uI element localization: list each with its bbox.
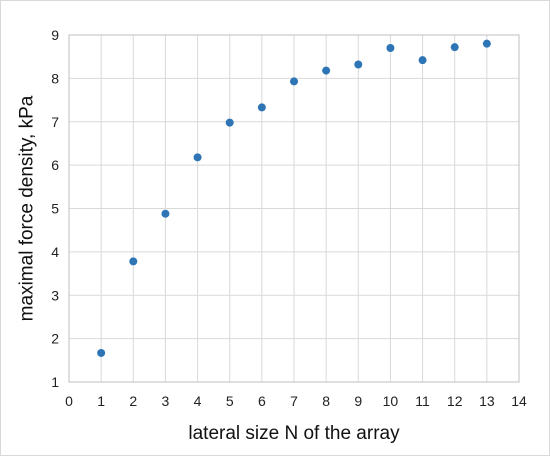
- x-tick-label: 12: [447, 393, 463, 409]
- y-axis-tick-labels: 1 2 3 4 5 6 7 8 9: [51, 27, 59, 390]
- y-tick-label: 8: [51, 70, 59, 86]
- y-tick-label: 5: [51, 201, 59, 217]
- x-tick-label: 8: [322, 393, 330, 409]
- y-tick-label: 7: [51, 114, 59, 130]
- x-tick-label: 11: [415, 393, 430, 409]
- x-tick-label: 0: [65, 393, 73, 409]
- data-point: [97, 348, 106, 357]
- x-tick-label: 6: [258, 393, 266, 409]
- data-point: [161, 209, 170, 218]
- data-point: [290, 77, 298, 86]
- x-tick-label: 7: [290, 393, 298, 409]
- y-tick-label: 9: [51, 27, 59, 43]
- data-point: [386, 44, 395, 53]
- data-points: [97, 39, 491, 357]
- y-tick-label: 3: [51, 287, 59, 303]
- x-axis-tick-labels: 0 1 2 3 4 5 6 7 8 9 10 11 12 13 14: [65, 393, 527, 409]
- grid: [68, 34, 520, 383]
- x-tick-label: 5: [226, 393, 234, 409]
- x-tick-label: 1: [97, 393, 105, 409]
- y-tick-label: 4: [51, 244, 59, 260]
- x-tick-label: 9: [354, 393, 362, 409]
- data-point: [418, 56, 427, 65]
- y-axis-title: maximal force density, kPa: [17, 95, 38, 321]
- data-point: [193, 153, 202, 162]
- x-tick-label: 3: [162, 393, 170, 409]
- plot-area-border: [68, 34, 520, 383]
- x-tick-label: 14: [511, 393, 527, 409]
- y-tick-label: 2: [51, 331, 59, 347]
- y-tick-label: 6: [51, 157, 59, 173]
- x-tick-label: 4: [194, 393, 202, 409]
- data-point: [322, 66, 331, 75]
- x-tick-label: 13: [479, 393, 495, 409]
- data-point: [257, 103, 266, 112]
- data-point: [482, 39, 491, 48]
- y-tick-label: 1: [51, 374, 59, 390]
- x-tick-label: 10: [383, 393, 399, 409]
- data-point: [129, 257, 138, 266]
- x-tick-label: 2: [129, 393, 137, 409]
- data-point: [354, 60, 363, 69]
- data-point: [450, 43, 459, 52]
- x-axis-title: lateral size N of the array: [188, 423, 400, 444]
- data-point: [225, 118, 234, 127]
